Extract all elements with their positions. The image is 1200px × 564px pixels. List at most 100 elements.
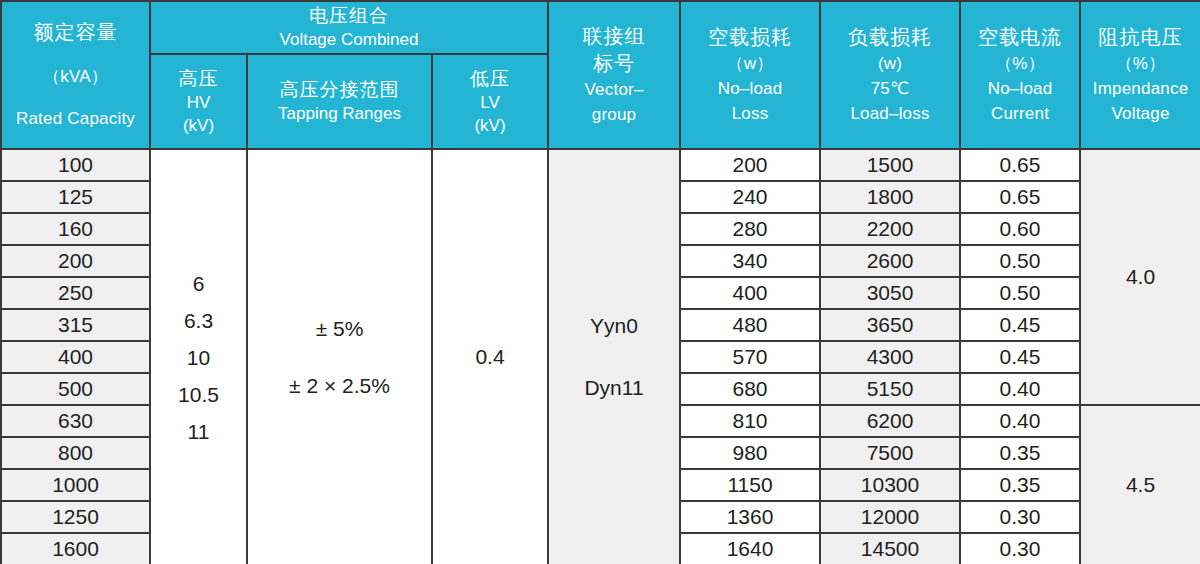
load-loss-unit: (w) xyxy=(878,51,902,76)
hv-value: 6 xyxy=(193,265,205,302)
no-load-current-cell: 0.35 xyxy=(960,469,1080,501)
load-loss-cell: 5150 xyxy=(820,373,960,405)
no-load-current-cell: 0.40 xyxy=(960,373,1080,405)
voltage-combined-en: Voltage Combined xyxy=(280,28,419,51)
capacity-cell: 400 xyxy=(1,341,150,373)
load-loss-zh: 负载损耗 xyxy=(848,24,932,51)
no-load-loss-cell: 680 xyxy=(680,373,820,405)
load-loss-cell: 1800 xyxy=(820,181,960,213)
load-loss-cell: 14500 xyxy=(820,533,960,564)
capacity-cell: 160 xyxy=(1,213,150,245)
no-load-current-zh: 空载电流 xyxy=(978,24,1062,51)
no-load-loss-cell: 480 xyxy=(680,309,820,341)
hv-en: HV xyxy=(187,91,211,114)
table-body: 100 6 6.3 10 10.5 11 ± 5% ± 2 × 2.5% xyxy=(1,149,1200,564)
no-load-loss-zh: 空载损耗 xyxy=(708,24,792,51)
capacity-cell: 1250 xyxy=(1,501,150,533)
load-loss-cell: 2200 xyxy=(820,213,960,245)
tapping-zh: 高压分接范围 xyxy=(280,78,400,102)
no-load-current-cell: 0.65 xyxy=(960,181,1080,213)
capacity-cell: 100 xyxy=(1,149,150,181)
no-load-current-cell: 0.50 xyxy=(960,245,1080,277)
capacity-cell: 500 xyxy=(1,373,150,405)
no-load-current-en2: Current xyxy=(991,101,1049,126)
header-vector-group: 联接组 标号 Vector– group xyxy=(548,1,680,149)
capacity-cell: 800 xyxy=(1,437,150,469)
load-loss-en: Load–loss xyxy=(850,101,929,126)
no-load-current-en1: No–load xyxy=(988,76,1053,101)
vector-group-value: Yyn0 xyxy=(590,295,638,357)
transformer-spec-page: 额定容量 （kVA） Rated Capacity 电压组合 Voltage C… xyxy=(0,0,1200,564)
lv-en: LV xyxy=(480,91,500,114)
header-hv: 高压 HV (kV) xyxy=(150,54,247,149)
lv-unit: (kV) xyxy=(474,114,505,137)
no-load-current-cell: 0.40 xyxy=(960,405,1080,437)
load-loss-temp: 75℃ xyxy=(871,76,910,101)
load-loss-cell: 1500 xyxy=(820,149,960,181)
capacity-cell: 250 xyxy=(1,277,150,309)
table-header: 额定容量 （kVA） Rated Capacity 电压组合 Voltage C… xyxy=(1,1,1200,149)
capacity-cell: 315 xyxy=(1,309,150,341)
no-load-current-cell: 0.35 xyxy=(960,437,1080,469)
vector-group-en2: group xyxy=(592,102,636,127)
header-load-loss: 负载损耗 (w) 75℃ Load–loss xyxy=(820,1,960,149)
capacity-cell: 125 xyxy=(1,181,150,213)
no-load-loss-cell: 1640 xyxy=(680,533,820,564)
impedance-zh: 阻抗电压 xyxy=(1099,24,1183,51)
capacity-cell: 1600 xyxy=(1,533,150,564)
hv-value: 10 xyxy=(187,339,210,376)
header-no-load-loss: 空载损耗 （w） No–load Loss xyxy=(680,1,820,149)
hv-zh: 高压 xyxy=(179,67,219,91)
table-row: 100 6 6.3 10 10.5 11 ± 5% ± 2 × 2.5% xyxy=(1,149,1200,181)
no-load-loss-en1: No–load xyxy=(718,76,783,101)
no-load-current-cell: 0.50 xyxy=(960,277,1080,309)
load-loss-cell: 2600 xyxy=(820,245,960,277)
tapping-values-cell: ± 5% ± 2 × 2.5% xyxy=(247,149,432,564)
header-impedance-voltage: 阻抗电压 （%） Impendance Voltage xyxy=(1080,1,1200,149)
no-load-current-cell: 0.65 xyxy=(960,149,1080,181)
load-loss-cell: 6200 xyxy=(820,405,960,437)
vector-group-value: Dyn11 xyxy=(584,357,643,419)
impedance-value-cell: 4.5 xyxy=(1080,405,1200,564)
no-load-loss-cell: 1360 xyxy=(680,501,820,533)
no-load-current-cell: 0.45 xyxy=(960,309,1080,341)
no-load-loss-cell: 340 xyxy=(680,245,820,277)
rated-capacity-unit: （kVA） xyxy=(43,64,108,89)
no-load-loss-cell: 980 xyxy=(680,437,820,469)
hv-value: 10.5 xyxy=(178,376,219,413)
impedance-en1: Impendance xyxy=(1093,76,1189,101)
impedance-unit: （%） xyxy=(1116,51,1166,76)
no-load-loss-cell: 280 xyxy=(680,213,820,245)
no-load-loss-cell: 810 xyxy=(680,405,820,437)
no-load-loss-cell: 200 xyxy=(680,149,820,181)
rated-capacity-en: Rated Capacity xyxy=(16,106,135,131)
vector-group-en1: Vector– xyxy=(585,77,644,102)
vector-group-zh1: 联接组 xyxy=(583,23,646,50)
no-load-loss-cell: 1150 xyxy=(680,469,820,501)
header-no-load-current: 空载电流 （%） No–load Current xyxy=(960,1,1080,149)
impedance-en2: Voltage xyxy=(1111,101,1169,126)
hv-values-cell: 6 6.3 10 10.5 11 xyxy=(150,149,247,564)
no-load-current-cell: 0.45 xyxy=(960,341,1080,373)
load-loss-cell: 3650 xyxy=(820,309,960,341)
no-load-loss-cell: 240 xyxy=(680,181,820,213)
load-loss-cell: 7500 xyxy=(820,437,960,469)
rated-capacity-zh: 额定容量 xyxy=(34,19,118,46)
tapping-value: ± 5% xyxy=(316,300,364,357)
no-load-loss-unit: （w） xyxy=(727,51,774,76)
vector-group-values-cell: Yyn0 Dyn11 xyxy=(548,149,680,564)
no-load-current-unit: （%） xyxy=(995,51,1045,76)
load-loss-cell: 4300 xyxy=(820,341,960,373)
hv-value: 11 xyxy=(188,413,210,450)
header-tapping-ranges: 高压分接范围 Tapping Ranges xyxy=(247,54,432,149)
load-loss-cell: 12000 xyxy=(820,501,960,533)
header-row-top: 额定容量 （kVA） Rated Capacity 电压组合 Voltage C… xyxy=(1,1,1200,54)
capacity-cell: 1000 xyxy=(1,469,150,501)
no-load-current-cell: 0.60 xyxy=(960,213,1080,245)
load-loss-cell: 3050 xyxy=(820,277,960,309)
capacity-cell: 630 xyxy=(1,405,150,437)
lv-value-cell: 0.4 xyxy=(432,149,548,564)
voltage-combined-zh: 电压组合 xyxy=(309,4,389,28)
header-voltage-combined: 电压组合 Voltage Combined xyxy=(150,1,548,54)
no-load-current-cell: 0.30 xyxy=(960,533,1080,564)
